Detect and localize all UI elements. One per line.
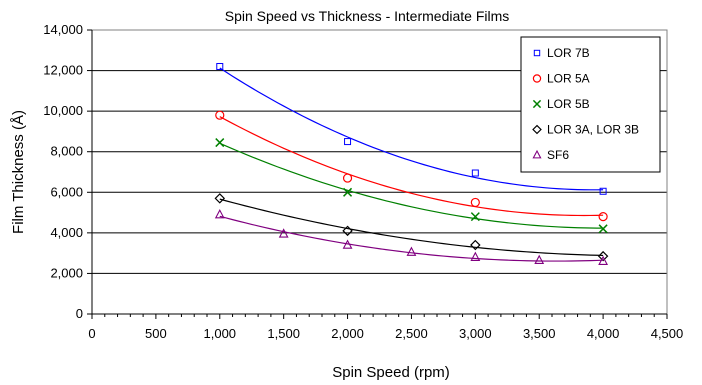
data-point [214, 193, 226, 204]
series-lor-5a [215, 110, 608, 222]
data-point [598, 255, 609, 266]
y-tick-label: 2,000 [50, 265, 83, 280]
series-sf6 [214, 209, 609, 266]
data-point [599, 187, 607, 195]
data-point [278, 228, 289, 238]
legend-item: LOR 5A [532, 72, 590, 86]
series-line [219, 215, 604, 262]
data-point [532, 99, 542, 109]
legend-item: SF6 [532, 148, 569, 162]
x-tick-label: 1,500 [267, 326, 300, 341]
data-point [342, 239, 353, 249]
y-axis-title: Film Thickness (Å) [10, 110, 27, 234]
series-line [219, 142, 604, 229]
data-point [470, 212, 480, 222]
legend-box [520, 36, 661, 173]
series-line [219, 116, 604, 217]
data-point [598, 224, 608, 234]
y-tick-label: 8,000 [50, 144, 83, 159]
y-tick-label: 10,000 [43, 103, 83, 118]
data-point [471, 169, 479, 177]
x-tick-label: 3,000 [459, 326, 492, 341]
data-point [342, 225, 353, 237]
series-lor-3a-lor-3b [214, 193, 609, 262]
data-point [533, 49, 541, 57]
legend-label: LOR 5B [547, 97, 590, 111]
data-point [214, 209, 225, 219]
data-point [406, 246, 417, 256]
y-tick-label: 4,000 [50, 225, 83, 240]
legend-item: LOR 7B [533, 46, 590, 60]
series-lor-5b [215, 138, 608, 234]
series-layer [214, 63, 609, 266]
data-point [470, 239, 481, 251]
x-tick-label: 0 [88, 326, 95, 341]
series-line [219, 198, 604, 257]
x-tick-label: 1,000 [204, 326, 237, 341]
x-tick-label: 4,000 [587, 326, 620, 341]
series-line [219, 67, 604, 191]
x-axis-title: Spin Speed (rpm) [332, 364, 450, 381]
data-point [532, 149, 542, 159]
data-point [342, 173, 353, 183]
data-point [532, 74, 542, 83]
x-tick-label: 4,500 [651, 326, 684, 341]
data-point [216, 63, 224, 71]
data-point [532, 124, 542, 135]
data-point [215, 110, 225, 120]
legend-item: LOR 3A, LOR 3B [532, 123, 639, 137]
legend: LOR 7B LOR 5A LOR 5B LOR 3A, LOR 3B SF6 [520, 36, 661, 173]
y-tick-label: 12,000 [43, 63, 83, 78]
y-tick-label: 14,000 [43, 22, 83, 37]
x-tick-label: 2,500 [395, 326, 428, 341]
legend-label: SF6 [547, 148, 569, 162]
x-tick-label: 3,500 [523, 326, 556, 341]
data-point [470, 251, 481, 261]
data-point [534, 254, 545, 264]
data-point [344, 138, 352, 146]
y-tick-label: 6,000 [50, 184, 83, 199]
x-tick-label: 500 [145, 326, 167, 341]
data-point [215, 138, 225, 148]
data-point [598, 212, 608, 222]
legend-label: LOR 3A, LOR 3B [547, 123, 639, 137]
legend-label: LOR 7B [547, 46, 590, 60]
data-point [470, 197, 480, 208]
legend-label: LOR 5A [547, 72, 590, 86]
legend-item: LOR 5B [532, 97, 590, 111]
series-lor-7b [216, 63, 607, 195]
x-tick-label: 2,000 [331, 326, 364, 341]
y-tick-label: 0 [76, 306, 83, 321]
axes: 0 500 1,000 1,500 2,000 2,500 3,000 3,500 4,000 4… [43, 22, 683, 341]
data-point [343, 187, 353, 197]
chart-title: Spin Speed vs Thickness - Intermediate F… [225, 8, 510, 24]
